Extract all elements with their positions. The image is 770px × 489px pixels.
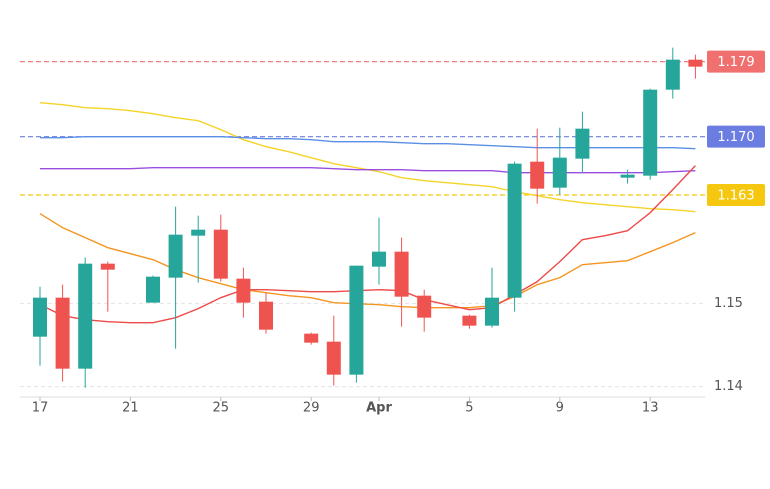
candle-body	[55, 297, 70, 369]
candle-body	[213, 229, 228, 279]
candle-body	[168, 234, 183, 278]
candle-body	[530, 161, 545, 189]
x-tick-label: 5	[465, 401, 473, 416]
y-tick-label: 1.14	[714, 379, 743, 394]
candle-body	[462, 315, 477, 326]
candle-body	[33, 297, 47, 337]
x-tick-label: Apr	[366, 401, 392, 416]
x-tick-label: 9	[556, 401, 564, 416]
x-tick-label: 17	[32, 401, 49, 416]
candle-body	[326, 341, 341, 375]
ma-line	[39, 213, 696, 309]
x-tick-label: 25	[213, 401, 230, 416]
candle-body	[394, 251, 409, 297]
candle-body	[146, 276, 160, 303]
candle-body	[259, 301, 273, 330]
price-label: 1.170	[717, 130, 754, 145]
candle-body	[485, 297, 499, 326]
y-tick-label: 1.15	[714, 296, 743, 311]
price-label-box	[707, 50, 765, 73]
candle-body	[665, 59, 680, 90]
ma-line	[39, 165, 696, 324]
x-tick-label: 13	[642, 401, 659, 416]
candle-body	[643, 89, 658, 176]
candle-body	[372, 251, 386, 267]
candle-body	[552, 157, 567, 188]
ma-line	[40, 166, 696, 174]
candle-body	[304, 333, 319, 343]
candle-body	[100, 263, 115, 270]
candle-body	[620, 174, 635, 178]
candle-body	[236, 278, 251, 303]
price-label: 1.179	[717, 55, 754, 70]
x-tick-label: 21	[122, 401, 139, 416]
price-label: 1.163	[717, 189, 754, 204]
price-label-box	[707, 184, 765, 206]
candle-body	[507, 163, 522, 298]
candle-body	[191, 229, 206, 236]
ma-line	[40, 135, 696, 150]
price-label-box	[707, 125, 765, 148]
candle-body	[78, 263, 93, 369]
x-tick-label: 29	[303, 401, 320, 416]
candle-body	[688, 59, 703, 67]
candle-body	[575, 128, 590, 159]
candle-body	[417, 295, 432, 318]
candle-body	[349, 265, 364, 375]
